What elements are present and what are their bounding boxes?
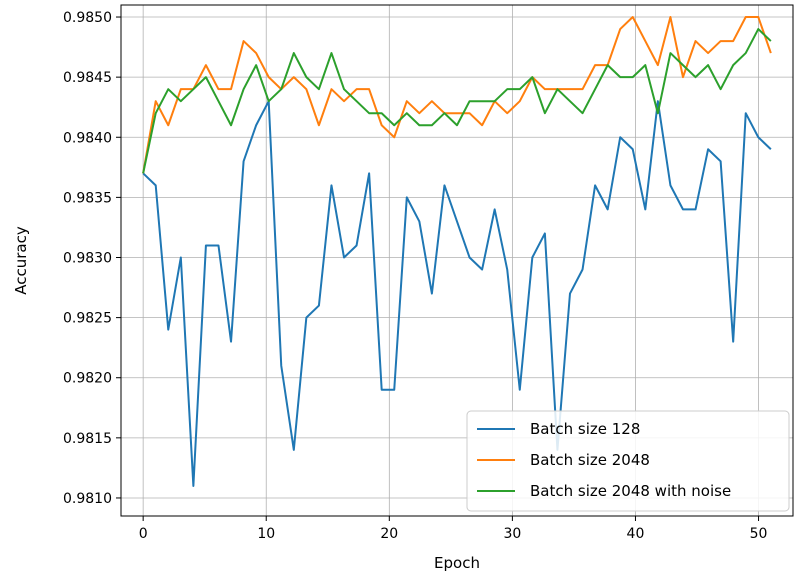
x-axis-label: Epoch (434, 554, 480, 572)
legend-box (466, 410, 790, 512)
x-tick-label: 0 (139, 526, 148, 542)
ticks: 0 10 20 30 40 50 0.9810 0.9815 0.9820 0.9825 0.983… (63, 10, 767, 542)
series-line-3 (142, 28, 772, 174)
series-line-2 (142, 16, 772, 174)
y-tick-label: 0.9810 (63, 491, 112, 507)
legend-label-3: Batch size 2048 with noise (530, 482, 731, 500)
y-tick-label: 0.9825 (63, 311, 112, 327)
y-axis-label: Accuracy (12, 226, 30, 295)
y-tick-label: 0.9835 (63, 190, 112, 206)
x-tick-label: 40 (627, 526, 645, 542)
y-tick-label: 0.9840 (63, 130, 112, 146)
plot-frame (120, 4, 794, 517)
y-tick-label: 0.9820 (63, 371, 112, 387)
x-tick-label: 10 (257, 526, 275, 542)
y-tick-label: 0.9850 (63, 10, 112, 26)
grid (121, 5, 793, 516)
series-layer (142, 16, 772, 487)
x-tick-label: 20 (380, 526, 398, 542)
series-line-1 (142, 100, 772, 487)
legend-label-2: Batch size 2048 (530, 451, 650, 469)
y-tick-label: 0.9845 (63, 70, 112, 86)
x-tick-label: 50 (750, 526, 768, 542)
legend: Batch size 128 Batch size 2048 Batch size … (466, 410, 790, 512)
x-tick-label: 30 (503, 526, 521, 542)
legend-label-1: Batch size 128 (530, 420, 640, 438)
y-tick-label: 0.9830 (63, 250, 112, 266)
y-tick-label: 0.9815 (63, 431, 112, 447)
